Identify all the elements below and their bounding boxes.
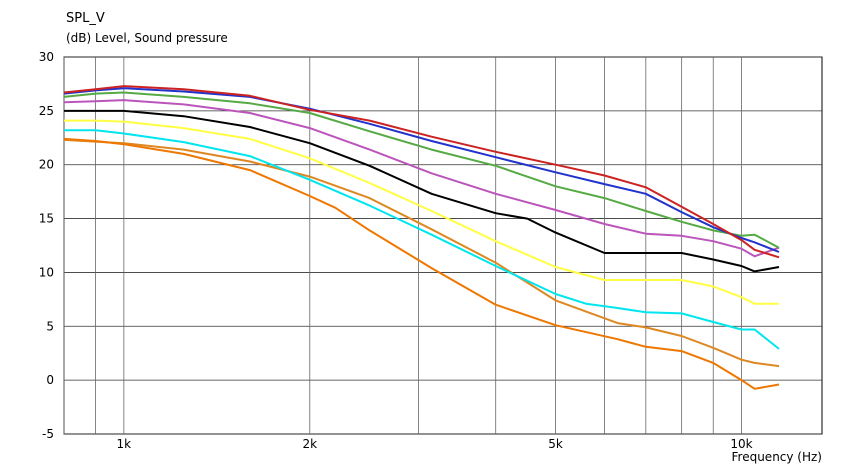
series-lines [63,85,780,390]
series-line-6 [63,99,780,258]
series-line-1 [63,138,780,368]
x-tick-label: 1k [117,437,132,451]
grid-lines [63,56,822,435]
y-tick-label: 5 [46,319,54,333]
x-tick-label: 2k [302,437,317,451]
plot-area [63,56,823,435]
series-line-9 [63,85,780,259]
series-line-7 [63,91,780,249]
y-tick-label: 15 [39,212,54,226]
x-tick-label: 5k [548,437,563,451]
y-axis-label: (dB) Level, Sound pressure [66,31,228,45]
tick-labels: 30 25 20 15 10 5 0 -5 1k 2k 5k 10k [39,50,753,451]
x-tick-label: 10k [730,437,752,451]
y-tick-label: 25 [39,104,54,118]
y-tick-label: 10 [39,265,54,279]
y-tick-label: 0 [46,373,54,387]
series-line-4 [64,119,779,305]
chart-title: SPL_V [66,11,105,26]
y-tick-label: 30 [39,50,54,64]
series-line-8 [63,87,780,253]
series-line-3 [64,129,780,350]
y-tick-label: 20 [39,158,54,172]
y-tick-label: -5 [42,427,54,441]
x-axis-label: Frequency (Hz) [731,450,823,464]
series-line-2 [63,137,780,390]
series-line-5 [64,109,780,273]
